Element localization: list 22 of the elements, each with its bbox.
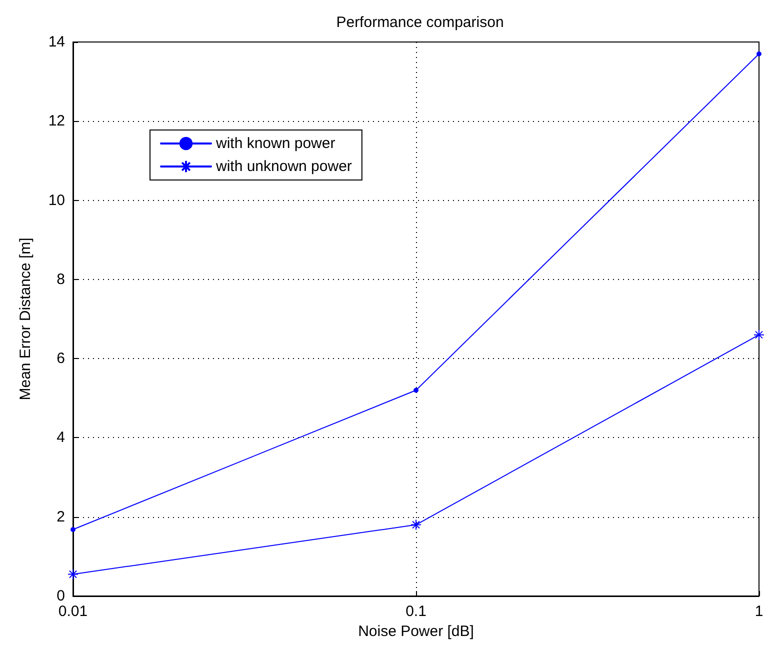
point [414,388,418,393]
chart-title: Performance comparison [336,14,504,31]
y-tick-label: 4 [56,429,65,446]
x-tick-label: 0.01 [58,603,88,620]
legend-label: with known power [215,135,336,152]
y-tick-label: 12 [48,112,65,130]
point [754,329,764,340]
y-tick-label: 0 [56,588,65,604]
y-tick-label: 10 [48,192,65,209]
x-tick-label: 0.1 [406,603,426,620]
y-tick-label: 6 [56,350,65,368]
point [68,568,78,580]
x-tick-label: 1 [754,603,764,620]
legend-label: with unknown power [215,158,352,175]
point [756,51,762,56]
y-tick-label: 2 [56,508,65,526]
point [70,527,76,532]
y-tick-label: 8 [56,270,65,288]
x-axis-title: Noise Power [dB] [358,622,474,640]
y-axis-title: Mean Error Distance [m] [17,238,34,400]
y-tick-label: 14 [48,34,65,50]
point [410,519,422,530]
